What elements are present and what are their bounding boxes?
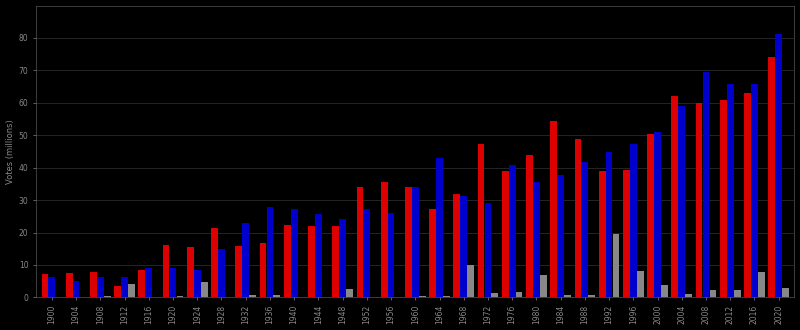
Bar [242, 223, 249, 297]
Bar [346, 289, 353, 297]
Bar [104, 296, 110, 297]
Bar [671, 96, 678, 297]
Bar [574, 139, 582, 297]
Bar [308, 226, 315, 297]
Bar [782, 288, 789, 297]
Bar [751, 84, 758, 297]
Bar [381, 182, 387, 297]
Bar [454, 194, 460, 297]
Bar [201, 282, 207, 297]
Bar [744, 93, 751, 297]
Bar [90, 273, 97, 297]
Bar [478, 144, 485, 297]
Bar [443, 296, 450, 297]
Bar [606, 152, 613, 297]
Bar [418, 296, 426, 297]
Bar [332, 226, 339, 297]
Bar [260, 243, 266, 297]
Bar [710, 290, 716, 297]
Bar [613, 234, 619, 297]
Bar [121, 277, 128, 297]
Bar [170, 268, 176, 297]
Bar [357, 187, 363, 297]
Bar [485, 203, 491, 297]
Bar [235, 246, 242, 297]
Bar [49, 277, 55, 297]
Bar [430, 209, 436, 297]
Bar [66, 273, 73, 297]
Bar [630, 144, 637, 297]
Bar [460, 196, 467, 297]
Bar [599, 171, 606, 297]
Bar [138, 270, 146, 297]
Bar [218, 249, 225, 297]
Bar [290, 209, 298, 297]
Bar [467, 265, 474, 297]
Bar [509, 165, 515, 297]
Bar [686, 294, 692, 297]
Bar [775, 34, 782, 297]
Bar [491, 293, 498, 297]
Bar [274, 294, 280, 297]
Bar [623, 170, 630, 297]
Bar [266, 207, 274, 297]
Bar [637, 271, 644, 297]
Bar [582, 162, 588, 297]
Bar [146, 268, 152, 297]
Bar [388, 213, 394, 297]
Bar [727, 84, 734, 297]
Bar [194, 270, 201, 297]
Bar [661, 285, 668, 297]
Bar [696, 103, 702, 297]
Bar [284, 225, 290, 297]
Bar [211, 228, 218, 297]
Bar [73, 281, 79, 297]
Bar [564, 295, 571, 297]
Bar [315, 214, 322, 297]
Bar [436, 158, 443, 297]
Bar [516, 292, 522, 297]
Bar [339, 219, 346, 297]
Bar [42, 274, 48, 297]
Bar [187, 247, 194, 297]
Bar [734, 290, 741, 297]
Bar [526, 155, 533, 297]
Bar [114, 286, 121, 297]
Bar [162, 245, 170, 297]
Bar [588, 294, 595, 297]
Bar [758, 272, 765, 297]
Bar [768, 57, 775, 297]
Bar [654, 132, 661, 297]
Bar [97, 277, 104, 297]
Bar [702, 72, 710, 297]
Bar [405, 187, 412, 297]
Bar [540, 275, 546, 297]
Bar [550, 121, 557, 297]
Bar [720, 100, 726, 297]
Bar [363, 209, 370, 297]
Y-axis label: Votes (millions): Votes (millions) [6, 119, 14, 184]
Bar [177, 296, 183, 297]
Bar [502, 171, 509, 297]
Bar [647, 134, 654, 297]
Bar [558, 176, 564, 297]
Bar [412, 186, 418, 297]
Bar [128, 284, 135, 297]
Bar [678, 106, 685, 297]
Bar [249, 294, 256, 297]
Bar [533, 182, 540, 297]
